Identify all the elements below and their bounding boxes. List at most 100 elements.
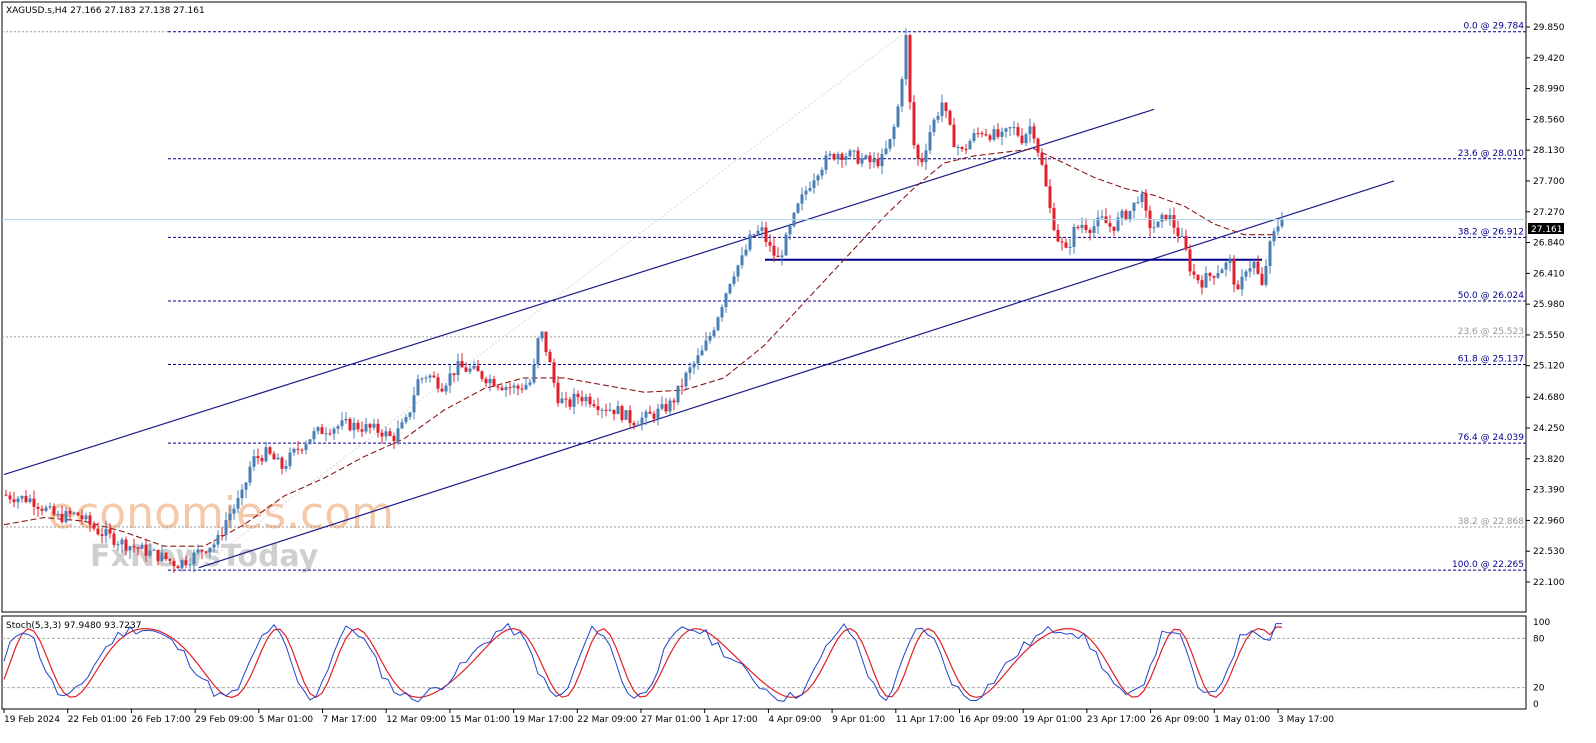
bear-candle [88, 515, 92, 525]
x-tick-label: 22 Feb 01:00 [68, 715, 127, 725]
y-tick-label: 29.420 [1533, 54, 1565, 64]
bear-candle [516, 385, 520, 389]
bull-candle [384, 431, 388, 437]
bear-candle [464, 367, 468, 372]
bull-candle [188, 564, 192, 566]
bull-candle [1100, 216, 1104, 218]
bull-candle [608, 409, 612, 411]
bear-candle [32, 498, 36, 507]
bear-candle [984, 134, 988, 136]
bear-candle [296, 448, 300, 450]
bull-candle [736, 265, 740, 277]
bull-candle [828, 153, 832, 156]
bear-candle [768, 241, 772, 246]
bear-candle [260, 458, 264, 462]
bear-candle [392, 435, 396, 442]
bear-candle [1232, 259, 1236, 285]
x-tick-label: 26 Apr 09:00 [1151, 715, 1210, 725]
bull-candle [836, 153, 840, 160]
bull-candle [644, 411, 648, 418]
bear-candle [368, 424, 372, 428]
bull-candle [428, 375, 432, 378]
fib-label: 100.0 @ 22.265 [1452, 560, 1524, 570]
bear-candle [380, 432, 384, 437]
bull-candle [252, 456, 256, 467]
bear-candle [772, 245, 776, 256]
bull-candle [1008, 127, 1012, 129]
stoch-panel-frame [1, 615, 1527, 710]
bull-candle [56, 513, 60, 515]
bull-candle [860, 158, 864, 164]
bear-candle [36, 506, 40, 509]
bear-candle [176, 566, 180, 569]
bull-candle [560, 398, 564, 404]
bull-candle [536, 338, 540, 365]
bull-candle [1128, 210, 1132, 220]
fib-label: 38.2 @ 26.912 [1458, 227, 1524, 237]
bull-candle [940, 102, 944, 116]
bear-candle [908, 35, 912, 103]
bull-candle [540, 331, 544, 339]
bull-candle [1264, 266, 1268, 285]
bull-candle [600, 409, 604, 411]
bear-candle [1176, 227, 1180, 237]
x-tick-label: 12 Mar 09:00 [386, 715, 446, 725]
bull-candle [404, 417, 408, 423]
x-tick-label: 4 Apr 09:00 [768, 715, 821, 725]
bull-candle [64, 510, 68, 523]
bull-candle [660, 404, 664, 409]
bear-candle [628, 410, 632, 423]
x-tick-label: 29 Feb 09:00 [195, 715, 254, 725]
bull-candle [820, 169, 824, 176]
bear-candle [1112, 226, 1116, 231]
bull-candle [196, 549, 200, 553]
bull-candle [1092, 226, 1096, 234]
bear-candle [1060, 241, 1064, 243]
bear-candle [1200, 280, 1204, 288]
bull-candle [928, 132, 932, 151]
fib-label: 23.6 @ 28.010 [1458, 149, 1525, 159]
bear-candle [868, 155, 872, 163]
bear-candle [476, 365, 480, 372]
bear-candle [500, 387, 504, 391]
bear-candle [520, 388, 524, 390]
bear-candle [1064, 242, 1068, 248]
bull-candle [884, 148, 888, 154]
bear-candle [952, 124, 956, 148]
bear-candle [840, 153, 844, 160]
bull-candle [284, 466, 288, 469]
fib-label: 50.0 @ 26.024 [1458, 291, 1525, 301]
bull-candle [420, 378, 424, 380]
bear-candle [256, 456, 260, 459]
bear-candle [592, 404, 596, 407]
y-tick-label: 26.410 [1533, 269, 1565, 279]
stoch-axis-label: 20 [1533, 684, 1545, 694]
bear-candle [664, 404, 668, 412]
bull-candle [1276, 226, 1280, 232]
bull-candle [448, 373, 452, 386]
bear-candle [596, 406, 600, 411]
bear-candle [1032, 126, 1036, 139]
bull-candle [148, 550, 152, 556]
bull-candle [1080, 224, 1084, 229]
bear-candle [496, 386, 500, 388]
bear-candle [672, 400, 676, 403]
bear-candle [124, 539, 128, 551]
stoch-main-line [3, 622, 1282, 703]
bull-candle [904, 35, 908, 80]
y-tick-label: 26.840 [1533, 239, 1565, 249]
bull-candle [208, 547, 212, 553]
y-tick-label: 28.130 [1533, 146, 1565, 156]
bull-candle [1132, 202, 1136, 211]
bull-candle [28, 498, 32, 503]
bull-candle [488, 378, 492, 384]
bear-candle [220, 534, 224, 536]
bull-candle [1096, 217, 1100, 227]
bull-candle [924, 150, 928, 163]
bull-candle [1168, 215, 1172, 220]
bear-candle [172, 560, 176, 567]
bull-candle [700, 350, 704, 356]
bull-candle [728, 283, 732, 294]
